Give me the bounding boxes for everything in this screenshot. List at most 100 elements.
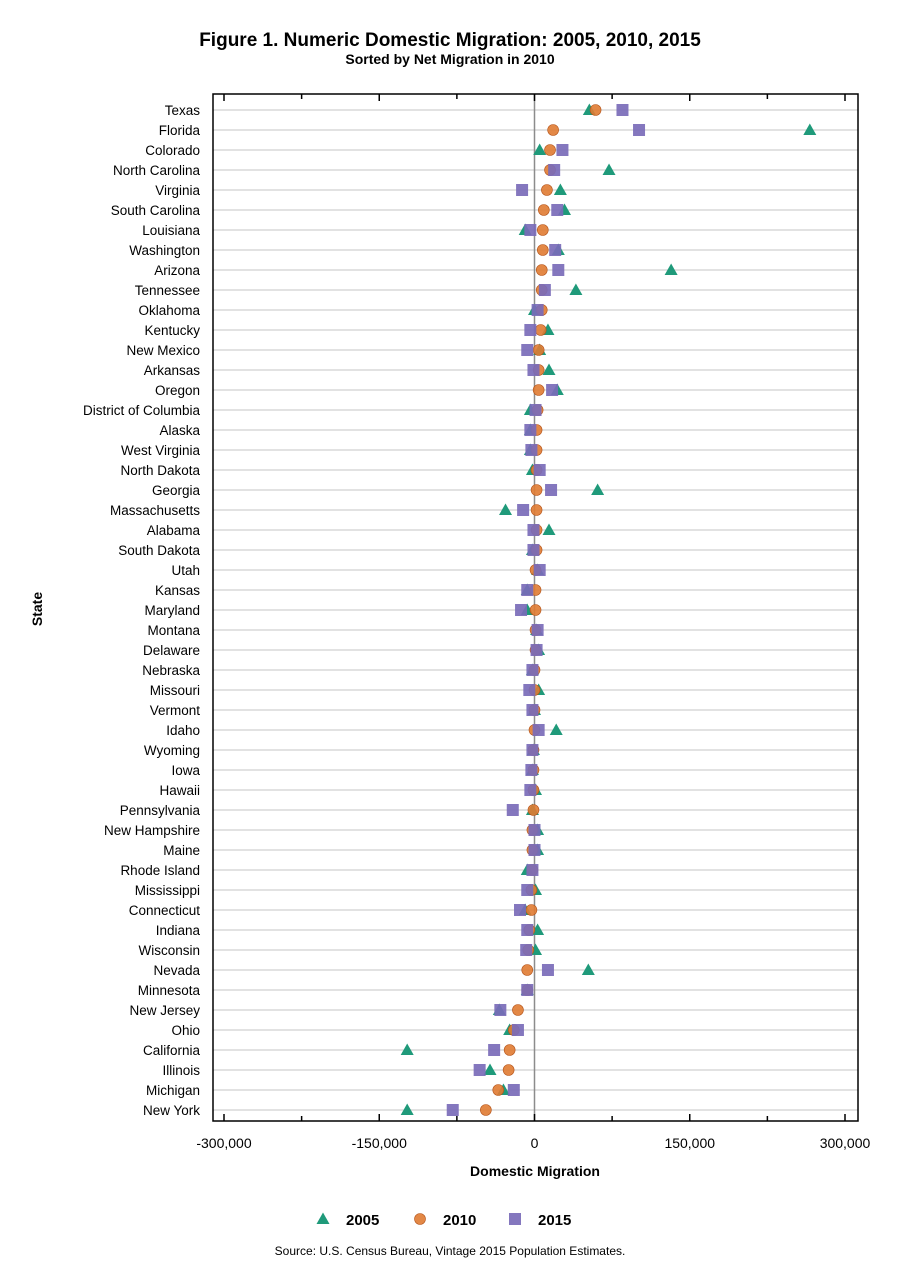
state-label: Michigan bbox=[146, 1083, 200, 1098]
axis-ticks bbox=[223, 94, 846, 1121]
state-label: Florida bbox=[159, 123, 201, 138]
point-2010 bbox=[532, 344, 545, 356]
legend-marker-2005 bbox=[316, 1212, 330, 1224]
point-2010 bbox=[532, 384, 545, 396]
point-2015 bbox=[494, 1004, 507, 1016]
state-label: Tennessee bbox=[135, 283, 200, 298]
point-2015 bbox=[526, 864, 539, 876]
point-2015 bbox=[527, 364, 540, 376]
legend-label-2005: 2005 bbox=[346, 1212, 379, 1229]
point-2015 bbox=[552, 264, 565, 276]
state-label: Ohio bbox=[171, 1023, 200, 1038]
point-2010 bbox=[503, 1044, 516, 1056]
state-label: Oklahoma bbox=[138, 303, 200, 318]
point-2015 bbox=[616, 104, 629, 116]
state-label: Washington bbox=[129, 243, 200, 258]
point-2015 bbox=[533, 464, 546, 476]
point-2005 bbox=[542, 363, 556, 375]
point-2010 bbox=[536, 244, 549, 256]
point-2005 bbox=[803, 123, 817, 135]
legend: 2005 2010 2015 bbox=[316, 1212, 571, 1229]
state-label: Utah bbox=[171, 563, 200, 578]
point-2015 bbox=[549, 244, 562, 256]
point-2015 bbox=[507, 1084, 520, 1096]
point-2015 bbox=[511, 1024, 524, 1036]
state-label: Colorado bbox=[145, 143, 200, 158]
state-label: Wisconsin bbox=[138, 943, 200, 958]
state-label: California bbox=[143, 1043, 201, 1058]
point-2005 bbox=[483, 1063, 497, 1075]
point-2015 bbox=[541, 964, 554, 976]
point-2015 bbox=[531, 624, 544, 636]
point-2015 bbox=[528, 824, 541, 836]
state-label: Maryland bbox=[144, 603, 200, 618]
state-label: District of Columbia bbox=[83, 403, 201, 418]
y-axis-title: State bbox=[29, 592, 45, 626]
state-label: Connecticut bbox=[129, 903, 201, 918]
point-2015 bbox=[546, 384, 559, 396]
x-tick-label: 300,000 bbox=[820, 1135, 871, 1151]
state-label: North Carolina bbox=[113, 163, 201, 178]
chart-subtitle: Sorted by Net Migration in 2010 bbox=[345, 51, 554, 67]
state-label: Rhode Island bbox=[120, 863, 200, 878]
point-2005 bbox=[549, 723, 563, 735]
point-2015 bbox=[531, 304, 544, 316]
point-2010 bbox=[535, 264, 548, 276]
point-2015 bbox=[532, 724, 545, 736]
state-label: Louisiana bbox=[142, 223, 200, 238]
state-label: New Mexico bbox=[126, 343, 200, 358]
point-2010 bbox=[544, 144, 556, 156]
point-2015 bbox=[633, 124, 646, 136]
x-tick-label: 150,000 bbox=[664, 1135, 715, 1151]
x-axis-title: Domestic Migration bbox=[470, 1163, 600, 1179]
chart-title: Figure 1. Numeric Domestic Migration: 20… bbox=[199, 30, 701, 51]
state-label: Massachusetts bbox=[110, 503, 200, 518]
state-label: Vermont bbox=[150, 703, 201, 718]
point-2015 bbox=[521, 924, 534, 936]
point-2005 bbox=[542, 523, 556, 535]
point-2015 bbox=[527, 544, 540, 556]
point-2015 bbox=[524, 784, 537, 796]
point-2010 bbox=[480, 1104, 492, 1116]
state-label: Arizona bbox=[154, 263, 200, 278]
point-2005 bbox=[553, 183, 567, 195]
point-2010 bbox=[525, 904, 538, 916]
point-2015 bbox=[556, 144, 569, 156]
legend-marker-2015 bbox=[509, 1213, 521, 1225]
point-2015 bbox=[521, 884, 534, 896]
state-label: West Virginia bbox=[121, 443, 201, 458]
point-2015 bbox=[488, 1044, 501, 1056]
data-points bbox=[400, 103, 817, 1116]
point-2010 bbox=[529, 604, 542, 616]
state-label: Oregon bbox=[155, 383, 200, 398]
point-2015 bbox=[521, 984, 534, 996]
point-2015 bbox=[526, 664, 539, 676]
state-label: Minnesota bbox=[138, 983, 201, 998]
state-label: Texas bbox=[165, 103, 201, 118]
point-2005 bbox=[499, 503, 513, 515]
x-tick-label: -150,000 bbox=[352, 1135, 407, 1151]
point-2015 bbox=[529, 404, 542, 416]
point-2015 bbox=[548, 164, 561, 176]
point-2015 bbox=[446, 1104, 459, 1116]
point-2010 bbox=[536, 224, 549, 236]
point-2015 bbox=[533, 564, 546, 576]
point-2015 bbox=[524, 324, 537, 336]
state-label: Maine bbox=[163, 843, 200, 858]
state-label: Indiana bbox=[156, 923, 201, 938]
point-2015 bbox=[545, 484, 558, 496]
state-label: Alaska bbox=[159, 423, 200, 438]
state-label: New Hampshire bbox=[104, 823, 200, 838]
point-2015 bbox=[473, 1064, 486, 1076]
point-2010 bbox=[538, 204, 550, 216]
state-label: New Jersey bbox=[129, 1003, 200, 1018]
source-note: Source: U.S. Census Bureau, Vintage 2015… bbox=[275, 1244, 626, 1258]
legend-label-2015: 2015 bbox=[538, 1212, 571, 1229]
point-2010 bbox=[530, 484, 543, 496]
plot-frame bbox=[212, 93, 859, 1122]
y-tick-labels: Texas Florida Colorado North Carolina Virgin… bbox=[83, 103, 201, 1118]
legend-marker-2010 bbox=[414, 1213, 426, 1225]
state-label: Hawaii bbox=[159, 783, 200, 798]
state-label: Montana bbox=[147, 623, 200, 638]
